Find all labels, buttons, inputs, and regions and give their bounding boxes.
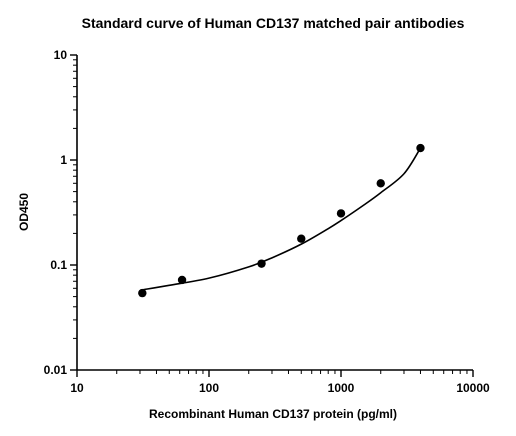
x-tick-label: 100 <box>199 381 219 395</box>
x-tick-label: 10 <box>70 381 84 395</box>
data-point <box>416 143 425 153</box>
tick-labels: 10 100 1000 10000 0.01 0.1 1 10 <box>44 48 490 395</box>
data-point <box>177 275 187 285</box>
data-point <box>138 288 147 298</box>
data-point <box>376 179 385 188</box>
y-tick-label: 0.1 <box>50 258 67 272</box>
data-point <box>257 259 266 268</box>
tick-marks <box>70 54 474 377</box>
y-axis-label: OD450 <box>17 193 31 231</box>
data-points <box>138 143 425 298</box>
chart-title: Standard curve of Human CD137 matched pa… <box>82 15 465 31</box>
y-tick-label: 1 <box>60 153 67 167</box>
x-axis-label: Recombinant Human CD137 protein (pg/ml) <box>149 407 397 421</box>
axes <box>76 55 473 371</box>
y-tick-label: 10 <box>54 48 68 62</box>
data-point <box>336 209 346 218</box>
fit-curve-layer <box>142 147 422 291</box>
x-tick-label: 1000 <box>328 381 355 395</box>
fit-curve <box>142 147 422 291</box>
data-point <box>297 234 306 243</box>
y-tick-label: 0.01 <box>44 363 68 377</box>
x-tick-label: 10000 <box>456 381 490 395</box>
